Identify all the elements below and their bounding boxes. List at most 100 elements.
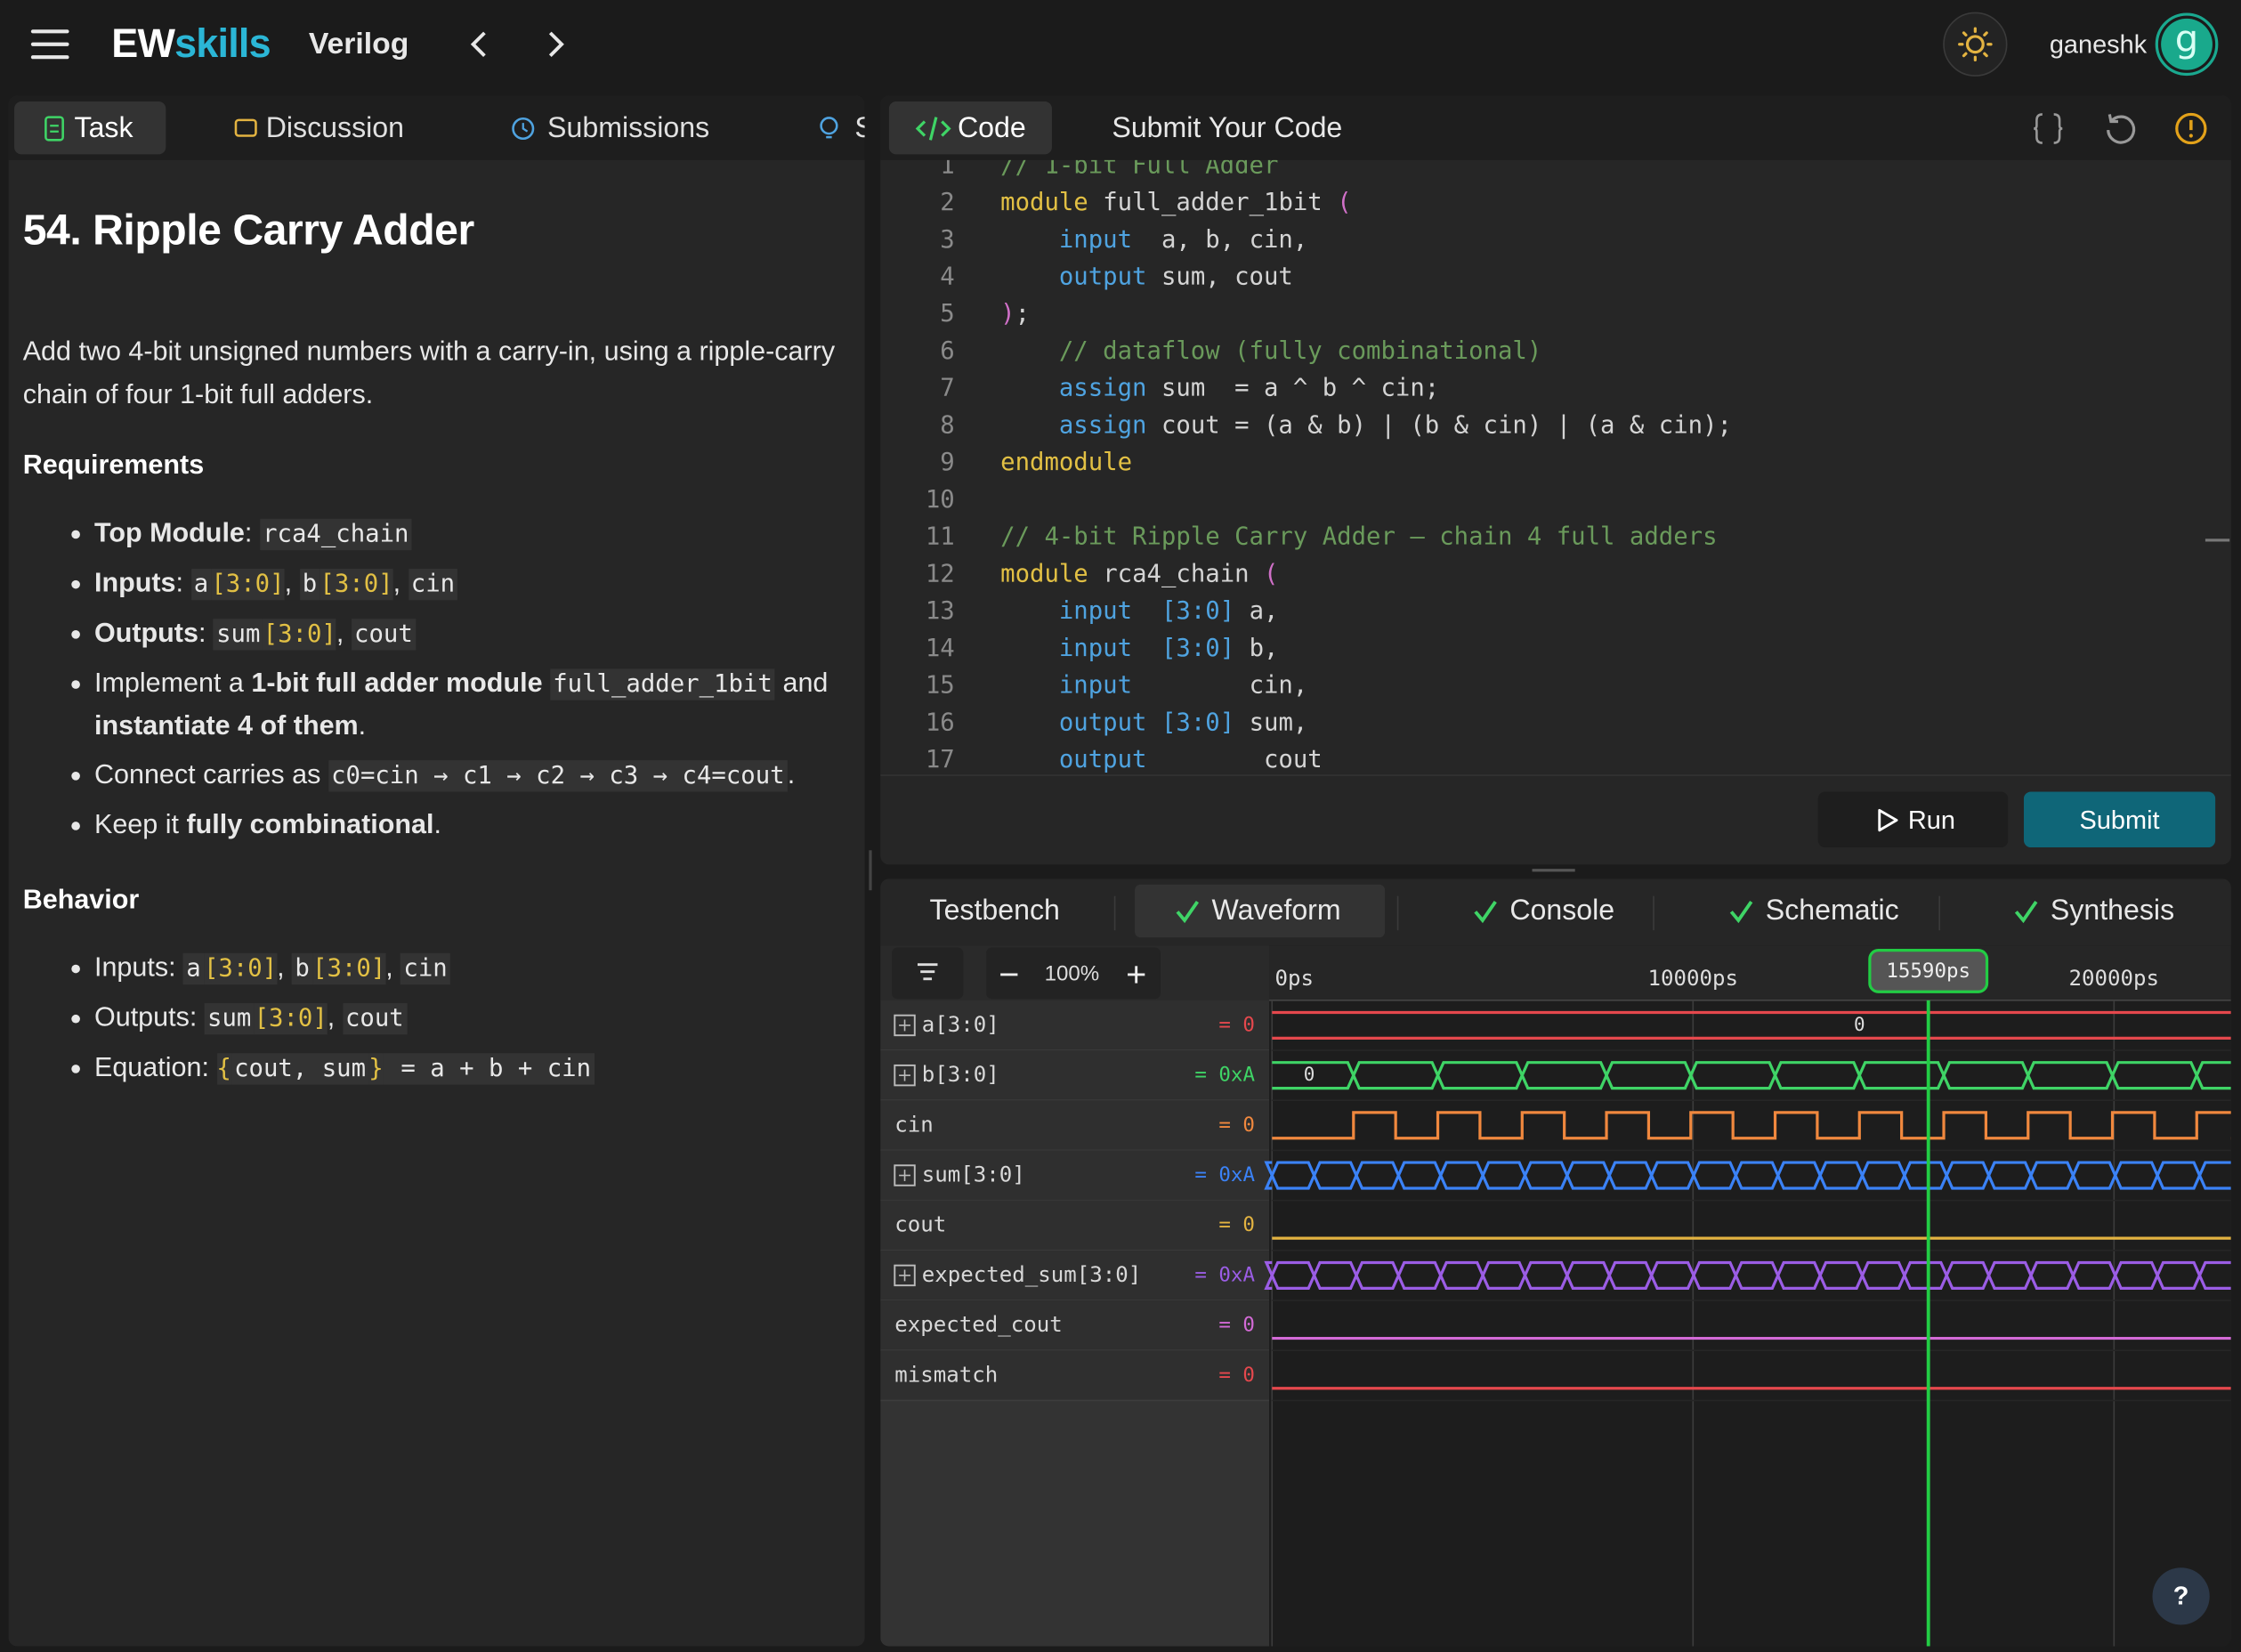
code-token: sum, cout [1146, 263, 1293, 292]
top-bar: g [30, 12, 2219, 77]
text-run: [3:0] [312, 952, 386, 985]
line-number: 15 [925, 671, 955, 700]
code-line: input [3:0] a, [1000, 593, 1279, 630]
code-line: output cout [1000, 741, 1323, 774]
cursor-label-bg [1868, 949, 1989, 993]
next-button[interactable] [548, 31, 564, 57]
code-line: // 1-bit Full Adder [1000, 160, 1278, 184]
text-run: Equation: [93, 1053, 217, 1083]
filter-button[interactable] [892, 947, 964, 1000]
code-line: endmodule [1000, 444, 1132, 482]
text-run: Implement a [93, 668, 252, 700]
text-run: b [299, 568, 320, 601]
task-tab[interactable]: Discussion [265, 112, 404, 145]
icon-shape[interactable] [2175, 112, 2207, 145]
signal-value: = 0 [1218, 1213, 1255, 1236]
expand-button[interactable] [894, 1264, 916, 1287]
result-tab[interactable]: Testbench [930, 894, 1060, 926]
run-button[interactable]: Run [1817, 791, 2009, 848]
logo[interactable]: EWskills [111, 23, 271, 64]
wave-trace [1264, 1260, 2231, 1290]
line-number: 16 [925, 709, 955, 738]
code-line: input a, b, cin, [1000, 222, 1307, 259]
section-heading: Requirements [22, 450, 205, 482]
section-heading: Behavior [22, 885, 140, 916]
language[interactable]: Verilog [308, 28, 409, 61]
result-tab[interactable]: Waveform [1212, 894, 1341, 926]
text-run: cin [408, 568, 458, 601]
divider [880, 774, 2231, 776]
theme-toggle[interactable] [1943, 12, 2008, 77]
icon-shape[interactable] [2034, 113, 2063, 144]
text-run: : [175, 568, 191, 599]
resize-handle[interactable] [1532, 869, 1575, 872]
line-number: 8 [940, 411, 955, 441]
signal-row [880, 1250, 1270, 1301]
code-area[interactable]: 1 // 1-bit Full Adder 2 module full_adder_1… [880, 160, 2231, 774]
result-tab[interactable]: Console [1509, 894, 1614, 926]
run-label: Run [1907, 806, 1955, 835]
text-run: . [358, 711, 367, 742]
text-run: [3:0] [254, 1003, 328, 1035]
code-token: module [1000, 188, 1088, 218]
code-token: ( [1337, 188, 1352, 218]
avatar[interactable]: g [2155, 12, 2219, 77]
code-token: sum, [1234, 709, 1308, 738]
bullet [71, 964, 80, 974]
code-line: input [3:0] b, [1000, 630, 1279, 668]
result-tab[interactable]: Schematic [1766, 894, 1899, 926]
list-item: Inputs: a [3:0], b [3:0], cin [71, 947, 852, 990]
code-line: ); [1000, 296, 1030, 333]
text-run: Keep it [93, 810, 187, 841]
help-button[interactable]: ? [2151, 1567, 2211, 1626]
text-run: , [385, 952, 401, 984]
code-token: assign [1000, 374, 1147, 403]
icon-shape[interactable] [2107, 115, 2136, 144]
text-run: rca4_chain [259, 518, 412, 551]
reset-button [2107, 114, 2136, 144]
task-tab[interactable]: Submissions [547, 112, 710, 145]
tab-icon [234, 118, 257, 137]
text-run: : [198, 619, 214, 649]
menu-button[interactable] [30, 29, 69, 60]
line-number: 14 [925, 634, 955, 663]
icon-shape [2108, 114, 2118, 124]
waveform-view: Testbench Waveform Console Schematic Synthes… [880, 879, 2231, 1647]
wave-value-label: 0 [1854, 1014, 1865, 1035]
text-run: Inputs [93, 568, 176, 599]
task-tab[interactable]: S [854, 114, 864, 142]
text-run: [3:0] [211, 568, 285, 601]
submit-button[interactable]: Submit [2023, 791, 2216, 848]
prev-button[interactable] [470, 31, 486, 57]
task-tab[interactable]: Task [74, 112, 133, 145]
text-run: cout [351, 619, 417, 651]
expand-button[interactable] [894, 1064, 916, 1087]
text-run: . [433, 810, 441, 841]
editor-tab[interactable]: Code [957, 112, 1026, 145]
code-token: a, [1234, 597, 1279, 627]
code-line: assign cout = (a & b) | (b & cin) | (a &… [1000, 408, 1732, 445]
code-line: input cin, [1000, 668, 1307, 705]
bullet [71, 530, 80, 539]
code-token: input [1000, 634, 1133, 663]
results-panel: Testbench Waveform Console Schematic Synthes… [880, 879, 2231, 1647]
icon-shape [44, 116, 64, 142]
text-run: [3:0] [203, 952, 278, 985]
bullet [71, 1065, 80, 1073]
resize-handle[interactable] [869, 850, 872, 891]
signal-value: = 0xA [1194, 1163, 1255, 1186]
signal-name: a[3:0] [922, 1012, 999, 1037]
expand-button[interactable] [894, 1164, 916, 1186]
icon-shape [941, 120, 951, 137]
icon-shape [522, 123, 529, 133]
username[interactable]: ganeshk [2049, 29, 2148, 59]
signal-name: cout [894, 1212, 946, 1237]
tab-bar-bg [880, 879, 2231, 943]
text-run: a [183, 952, 204, 985]
expand-button[interactable] [894, 1014, 916, 1037]
editor-tab[interactable]: Submit Your Code [1112, 112, 1343, 145]
wave-trace [1272, 1111, 2231, 1140]
task-panel: Task Discussion Submissions S 54. Ripple Car… [8, 95, 865, 1647]
result-tab[interactable]: Synthesis [2051, 894, 2174, 926]
